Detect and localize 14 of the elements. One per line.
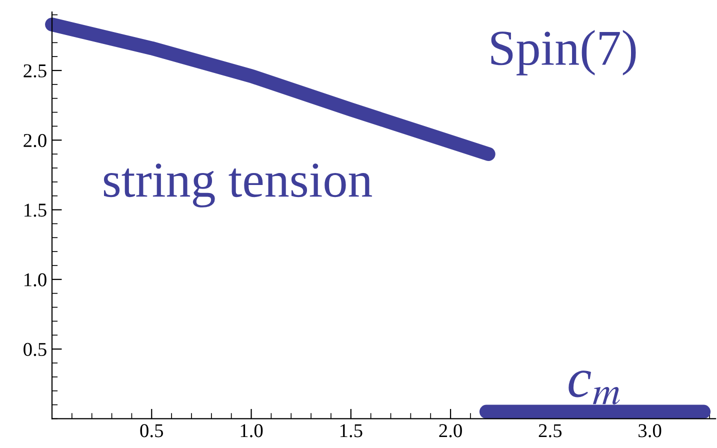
y-tick-label: 1.0 (24, 273, 46, 286)
x-tick-label: 3.0 (638, 424, 662, 438)
x-tick-label: 1.0 (240, 424, 263, 438)
x-tick-label: 2.0 (439, 424, 462, 438)
y-tick-label: 0.5 (24, 342, 46, 356)
chart-title: Spin(7) (491, 30, 636, 76)
series-label: c$_{m}$ (568, 370, 620, 404)
y-tick-label: 2.5 (24, 64, 46, 78)
x-tick-label: 0.5 (140, 424, 164, 438)
series-label: string tension (104, 163, 372, 208)
y-tick-label: 2.0 (24, 134, 46, 148)
y-tick-label: 1.5 (24, 204, 46, 217)
x-tick-label: 1.5 (340, 424, 362, 438)
x-tick-label: 2.5 (538, 424, 562, 438)
